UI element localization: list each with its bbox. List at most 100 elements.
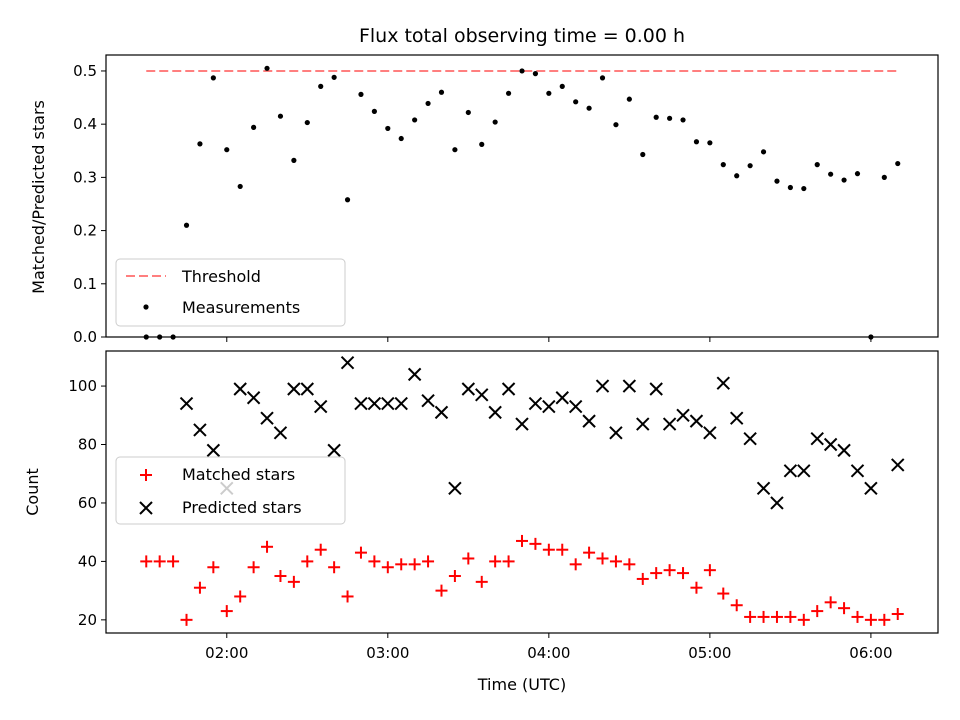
- predicted-star-point: [394, 396, 408, 411]
- matched-star-point: [354, 546, 367, 559]
- matched-star-point: [542, 543, 555, 556]
- measurement-point: [519, 68, 525, 74]
- predicted-star-point: [850, 464, 865, 478]
- measurement-point: [210, 75, 216, 81]
- xtick-label: 06:00: [849, 644, 892, 662]
- bottom-y-ticks: 20 40 60 80 100: [68, 377, 106, 629]
- matched-star-point: [435, 584, 448, 597]
- predicted-star-point: [823, 437, 838, 452]
- xtick-label: 02:00: [205, 644, 248, 662]
- predicted-star-point: [622, 379, 637, 393]
- measurement-point: [653, 114, 659, 120]
- predicted-star-point: [555, 391, 569, 405]
- measurement-point: [398, 135, 404, 142]
- matched-star-point: [851, 610, 864, 623]
- matched-star-point: [261, 540, 274, 553]
- matched-star-point: [636, 572, 649, 585]
- legend-matched-label: Matched stars: [182, 465, 295, 484]
- matched-star-point: [717, 587, 730, 600]
- predicted-star-point: [609, 426, 623, 440]
- predicted-star-point: [595, 379, 610, 393]
- chart-title: Flux total observing time = 0.00 h: [359, 25, 685, 47]
- predicted-star-point: [568, 399, 583, 414]
- predicted-star-point: [542, 399, 556, 414]
- measurement-point: [304, 119, 310, 126]
- predicted-star-point: [716, 376, 730, 390]
- matched-star-point: [690, 581, 703, 594]
- predicted-star-point: [783, 464, 798, 478]
- top-x-ticks: [226, 337, 872, 342]
- matched-star-point: [596, 552, 609, 565]
- matched-star-point: [757, 610, 770, 623]
- matched-star-point: [448, 570, 461, 583]
- legend-matched-swatch: [140, 469, 152, 481]
- matched-star-point: [650, 567, 663, 580]
- measurement-point: [720, 162, 726, 168]
- matched-star-point: [140, 555, 153, 568]
- measurement-point: [143, 334, 149, 340]
- measurement-point: [264, 65, 270, 71]
- xtick-label: 05:00: [688, 644, 731, 662]
- measurement-point: [251, 124, 257, 130]
- matched-star-point: [193, 581, 206, 594]
- matched-star-point: [502, 555, 515, 568]
- matched-star-point: [824, 596, 837, 609]
- x-axis-label: Time (UTC): [477, 675, 566, 694]
- measurement-point: [479, 141, 485, 147]
- matched-stars-points: [140, 534, 904, 626]
- bottom-y-axis-label: Count: [23, 468, 42, 516]
- matched-star-point: [247, 561, 260, 574]
- measurement-point: [881, 174, 887, 180]
- measurement-point: [505, 90, 512, 96]
- measurement-point: [465, 109, 471, 116]
- measurement-point: [331, 74, 337, 80]
- predicted-star-point: [864, 481, 878, 496]
- matched-star-point: [663, 564, 676, 577]
- predicted-star-point: [582, 414, 596, 428]
- matched-star-point: [770, 610, 783, 623]
- bottom-ytick-label: 60: [78, 494, 97, 512]
- measurement-point: [667, 115, 673, 121]
- predicted-star-point: [689, 414, 704, 428]
- predicted-star-point: [233, 382, 247, 396]
- predicted-star-point: [810, 431, 824, 446]
- measurement-point: [452, 147, 458, 153]
- predicted-star-point: [327, 443, 341, 458]
- measurement-point: [760, 149, 767, 155]
- legend-predicted-label: Predicted stars: [182, 498, 302, 517]
- measurement-point: [170, 334, 176, 340]
- bottom-legend-box: [115, 456, 346, 525]
- predicted-star-point: [300, 382, 314, 396]
- bottom-axes-frame: [105, 350, 939, 634]
- matched-star-point: [381, 561, 394, 574]
- predicted-star-point: [743, 431, 757, 446]
- bottom-ytick-label: 80: [78, 436, 97, 454]
- matched-star-point: [220, 605, 233, 618]
- measurement-point: [197, 141, 203, 147]
- measurement-point: [344, 197, 351, 203]
- legend-measurements-label: Measurements: [182, 298, 300, 317]
- matched-star-point: [623, 558, 636, 571]
- matched-star-point: [797, 613, 810, 626]
- predicted-star-point: [448, 481, 462, 496]
- measurement-point: [492, 119, 498, 125]
- top-ytick-label: 0.0: [73, 328, 97, 346]
- measurement-point: [586, 105, 592, 111]
- measurement-point: [157, 334, 163, 340]
- matched-star-point: [274, 570, 287, 583]
- matched-star-point: [314, 543, 327, 556]
- measurement-point: [734, 173, 740, 179]
- measurement-point: [371, 108, 377, 114]
- measurement-point: [895, 160, 901, 167]
- predicted-star-point: [676, 408, 690, 422]
- predicted-star-point: [287, 382, 301, 396]
- matched-star-point: [556, 543, 569, 556]
- matched-star-point: [167, 555, 180, 568]
- measurement-point: [854, 171, 861, 177]
- predicted-star-point: [381, 396, 395, 411]
- predicted-star-point: [206, 443, 221, 458]
- predicted-star-point: [501, 382, 516, 396]
- matched-star-point: [784, 610, 797, 623]
- measurement-points: [143, 65, 901, 340]
